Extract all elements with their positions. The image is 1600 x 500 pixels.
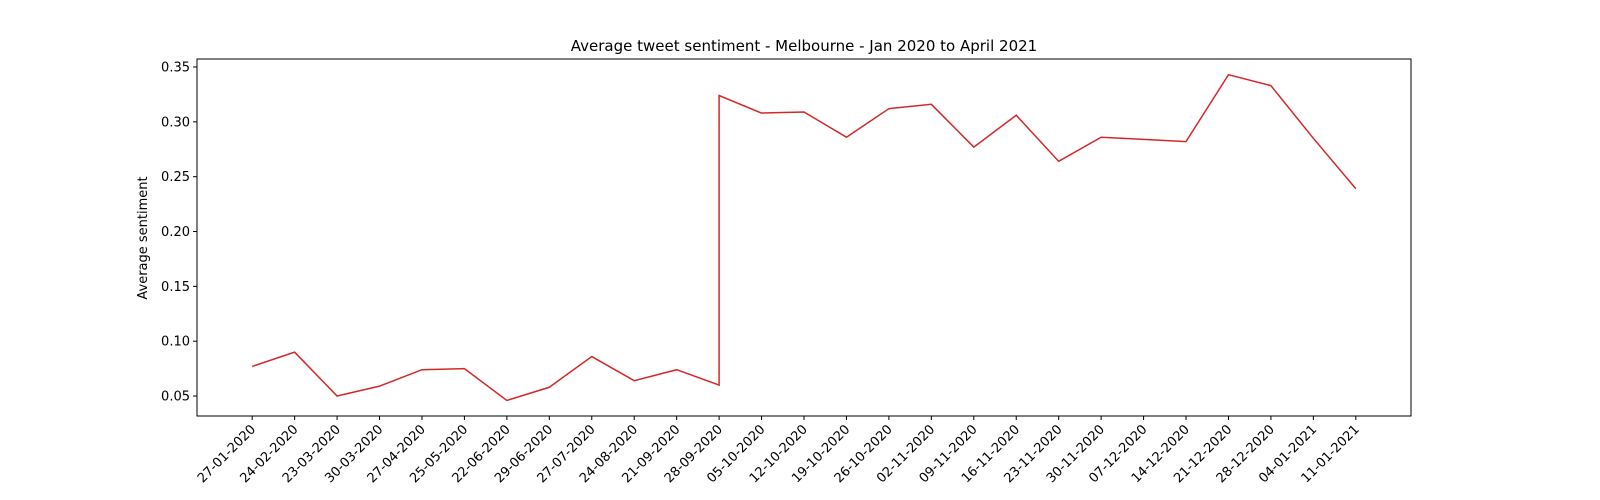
y-tick-label: 0.05 [161,390,190,405]
line-series [251,73,1357,402]
y-tick-label: 0.15 [161,280,190,295]
chart-title: Average tweet sentiment - Melbourne - Ja… [571,37,1037,55]
y-axis-label: Average sentiment [136,176,151,299]
y-tick-label: 0.10 [161,335,190,350]
plot-frame [196,58,1412,417]
y-tick-label: 0.30 [161,115,190,130]
y-tick-label: 0.25 [161,170,190,185]
y-tick-label: 0.20 [161,225,190,240]
y-tick-label: 0.35 [161,61,190,76]
